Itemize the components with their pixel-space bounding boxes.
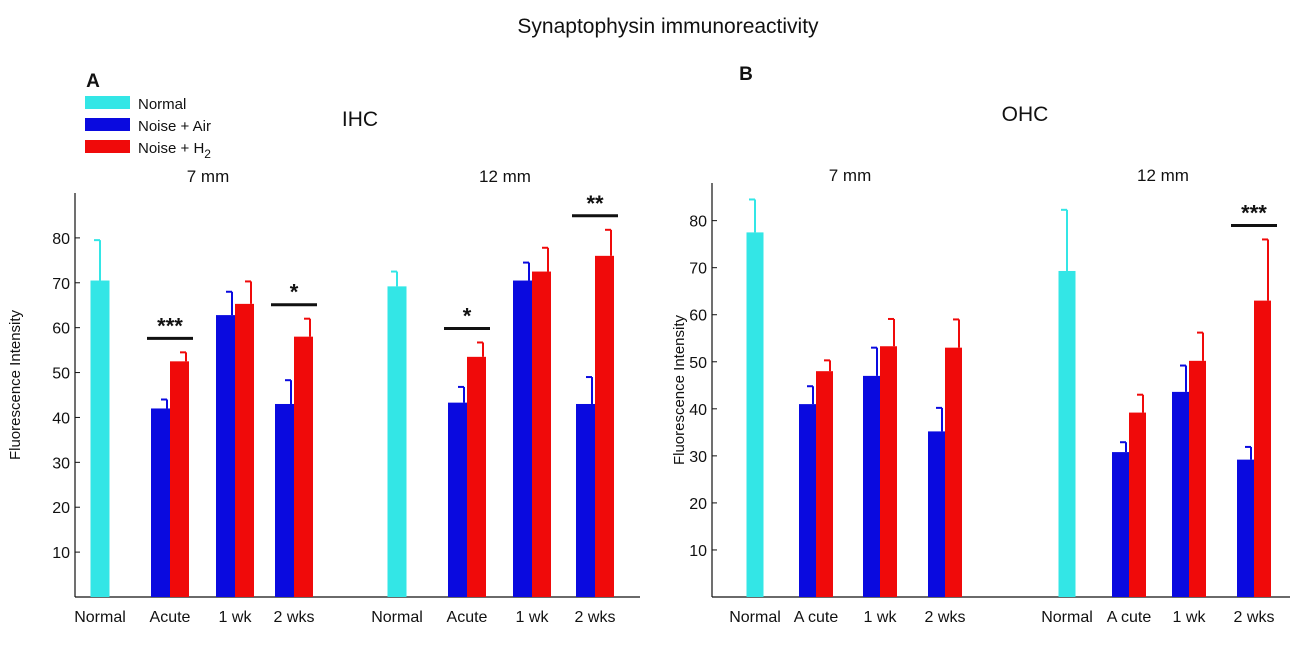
bar-noise-h2 <box>467 356 486 597</box>
y-tick-label: 40 <box>689 402 707 419</box>
legend-label-noise-h2-subscript: 2 <box>204 147 211 161</box>
panel-title: OHC <box>1002 103 1049 126</box>
legend: Normal Noise + Air Noise + H2 <box>85 96 211 161</box>
legend-swatch-normal <box>85 96 130 109</box>
y-tick-label: 30 <box>689 449 707 466</box>
x-tick-label: A cute <box>1107 609 1152 626</box>
y-tick-label: 20 <box>689 496 707 513</box>
bar-noise-air <box>216 315 235 597</box>
bar-noise-h2 <box>816 371 833 597</box>
bar-noise-air <box>151 408 170 597</box>
bar-normal <box>746 232 764 598</box>
bar-noise-h2 <box>532 271 551 597</box>
y-tick-label: 70 <box>52 276 70 293</box>
x-tick-label: Acute <box>150 609 191 626</box>
x-tick-label: A cute <box>794 609 839 626</box>
bar-noise-h2 <box>945 347 962 597</box>
y-tick-label: 50 <box>689 355 707 372</box>
y-tick-label: 30 <box>52 455 70 472</box>
panel-label: B <box>739 64 753 85</box>
bar-noise-air <box>799 404 816 597</box>
legend-label-noise-h2: Noise + H2 <box>138 140 211 161</box>
y-tick-label: 80 <box>52 231 70 248</box>
y-tick-label: 70 <box>689 261 707 278</box>
bar-noise-air <box>1112 452 1129 597</box>
x-tick-label: Acute <box>447 609 488 626</box>
y-tick-label: 60 <box>52 321 70 338</box>
significance-marker: *** <box>157 313 183 338</box>
x-tick-label: 1 wk <box>219 609 253 626</box>
bar-noise-h2 <box>170 361 189 597</box>
bar-noise-h2 <box>1254 300 1271 597</box>
bar-normal <box>1058 270 1076 597</box>
y-tick-label: 10 <box>52 545 70 562</box>
significance-marker: * <box>290 280 299 305</box>
bar-noise-air <box>1237 459 1254 597</box>
bar-noise-air <box>513 280 532 597</box>
x-tick-label: 2 wks <box>925 609 966 626</box>
group-label: 12 mm <box>479 167 531 186</box>
y-tick-label: 50 <box>52 366 70 383</box>
y-tick-label: 10 <box>689 543 707 560</box>
y-tick-label: 80 <box>689 214 707 231</box>
y-tick-label: 20 <box>52 500 70 517</box>
x-tick-label: Normal <box>1041 609 1093 626</box>
bar-normal <box>387 286 407 597</box>
bar-noise-air <box>863 375 880 597</box>
x-tick-label: 2 wks <box>575 609 616 626</box>
panel-b: B OHC 10 20 30 40 50 60 70 80 Fluorescence Intensi… <box>671 64 1290 626</box>
legend-label-normal: Normal <box>138 96 186 113</box>
bar-noise-air <box>275 403 294 597</box>
significance-marker: ** <box>586 191 604 216</box>
x-tick-label: Normal <box>74 609 126 626</box>
x-tick-label: 1 wk <box>1173 609 1207 626</box>
bar-noise-air <box>1172 391 1189 597</box>
x-tick-label: 1 wk <box>864 609 898 626</box>
x-tick-label: 2 wks <box>274 609 315 626</box>
legend-label-noise-air: Noise + Air <box>138 118 211 135</box>
bar-noise-air <box>928 431 945 597</box>
bar-normal <box>90 280 110 597</box>
bar-noise-air <box>576 403 595 597</box>
panel-a: A IHC 10 20 30 40 50 60 70 80 Fluorescence Intensi… <box>7 71 640 626</box>
legend-label-noise-h2-main: Noise + H <box>138 140 204 157</box>
significance-marker: *** <box>1241 200 1267 225</box>
bar-noise-h2 <box>880 346 897 597</box>
figure-title: Synaptophysin immunoreactivity <box>517 15 819 38</box>
legend-swatch-noise-air <box>85 118 130 131</box>
legend-swatch-noise-h2 <box>85 140 130 153</box>
bar-noise-air <box>448 402 467 597</box>
x-tick-label: 2 wks <box>1234 609 1275 626</box>
x-tick-label: Normal <box>729 609 781 626</box>
group-label: 12 mm <box>1137 166 1189 185</box>
x-tick-label: Normal <box>371 609 423 626</box>
bar-noise-h2 <box>595 255 614 597</box>
panel-label: A <box>86 71 100 92</box>
y-axis-label: Fluorescence Intensity <box>671 314 688 465</box>
bar-noise-h2 <box>1189 360 1206 597</box>
panel-title: IHC <box>342 108 378 131</box>
x-tick-label: 1 wk <box>516 609 550 626</box>
bar-noise-h2 <box>294 336 313 597</box>
group-label: 7 mm <box>829 166 872 185</box>
y-tick-label: 40 <box>52 410 70 427</box>
bar-noise-h2 <box>1129 412 1146 597</box>
group-label: 7 mm <box>187 167 230 186</box>
significance-marker: * <box>463 303 472 328</box>
bar-noise-h2 <box>235 303 254 597</box>
y-tick-label: 60 <box>689 308 707 325</box>
y-axis-label: Fluorescence Intensity <box>7 309 24 460</box>
